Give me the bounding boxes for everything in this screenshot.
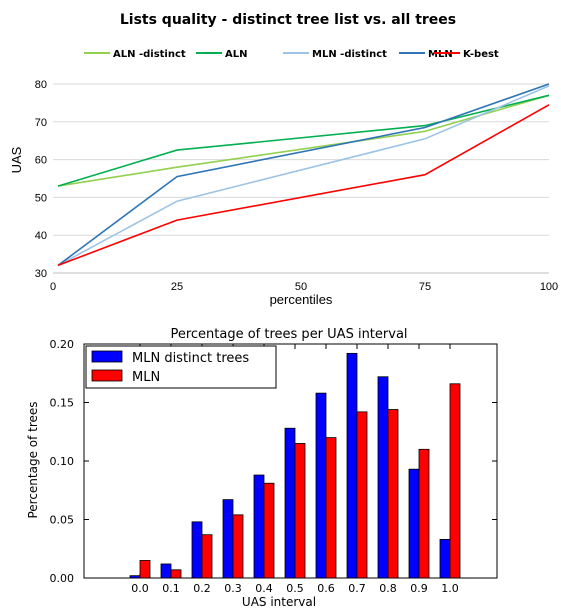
bar-mln-0.3	[232, 514, 244, 579]
x-tick-label: 0.1	[162, 582, 180, 595]
bar-chart-xlabel: UAS interval	[242, 595, 316, 609]
series-line-5	[57, 104, 550, 267]
bar-mln-1.0	[449, 383, 461, 579]
bar-chart: Percentage of trees per UAS interval 0.0…	[26, 327, 498, 609]
x-tick-label: 0.0	[131, 582, 149, 595]
bar-mln-distinct-0.9	[408, 468, 420, 579]
bar-mln-0.4	[263, 482, 275, 579]
bar-mln-0.6	[325, 437, 337, 579]
bar-mln-0.0	[139, 560, 151, 579]
y-tick-label: 30	[35, 268, 47, 280]
y-tick-label: 0.05	[50, 514, 75, 527]
bar-mln-distinct-0.6	[315, 392, 327, 579]
bar-mln-distinct-0.3	[222, 499, 234, 579]
y-tick-label: 0.10	[50, 455, 75, 468]
x-tick-label: 0.8	[379, 582, 397, 595]
bar-chart-ylabel: Percentage of trees	[26, 401, 40, 518]
bar-mln-distinct-0.2	[191, 521, 203, 579]
legend-swatch	[91, 350, 123, 363]
bar-mln-0.8	[387, 409, 399, 579]
bar-mln-distinct-0.5	[284, 427, 296, 579]
legend-label: MLN distinct trees	[132, 351, 249, 366]
legend-label: K-best	[463, 49, 499, 60]
bar-chart-legend: MLN distinct trees MLN	[85, 345, 277, 389]
legend-label: MLN	[428, 49, 453, 60]
x-tick-label: 0.9	[410, 582, 428, 595]
legend-label: MLN -distinct	[312, 49, 387, 60]
line-chart: Lists quality - distinct tree list vs. a…	[9, 12, 558, 307]
y-tick-label: 50	[35, 192, 47, 204]
y-tick-label: 60	[35, 155, 47, 167]
line-chart-axes: 30 40 50 60 70 80 0 25 50 75 100	[35, 79, 558, 293]
y-tick-label: 40	[35, 230, 47, 242]
bar-mln-distinct-0.4	[253, 474, 265, 579]
legend-label: MLN	[132, 370, 160, 385]
x-tick-label: 0.2	[193, 582, 211, 595]
x-tick-label: 75	[419, 281, 431, 293]
x-tick-label: 100	[540, 281, 558, 293]
bar-mln-0.2	[201, 534, 213, 579]
x-tick-label: 25	[171, 281, 183, 293]
y-tick-label: 0.20	[50, 338, 75, 351]
bar-mln-distinct-0.7	[346, 352, 358, 579]
bar-mln-distinct-1.0	[439, 538, 451, 579]
bar-mln-0.9	[418, 448, 430, 579]
series-line-2	[57, 94, 550, 187]
bar-mln-distinct-0.0	[129, 575, 141, 579]
line-chart-xlabel: percentiles	[270, 292, 333, 307]
legend-swatch	[91, 369, 123, 382]
x-tick-label: 0.7	[348, 582, 366, 595]
line-chart-grid	[53, 83, 549, 236]
line-chart-ylabel: UAS	[9, 146, 24, 173]
y-tick-label: 70	[35, 117, 47, 129]
x-tick-label: 1.0	[441, 582, 459, 595]
bar-mln-distinct-0.8	[377, 376, 389, 579]
bar-mln-0.1	[170, 569, 182, 579]
series-line-3	[57, 85, 550, 267]
x-tick-label: 50	[295, 281, 307, 293]
bar-chart-bars	[129, 352, 461, 579]
x-tick-label: 0	[50, 281, 56, 293]
line-chart-series	[57, 83, 550, 267]
y-tick-label: 0.00	[50, 572, 75, 585]
bar-chart-title: Percentage of trees per UAS interval	[170, 327, 407, 342]
bar-mln-0.5	[294, 443, 306, 579]
x-tick-label: 0.4	[255, 582, 273, 595]
x-tick-label: 0.5	[286, 582, 304, 595]
legend-label: ALN	[225, 49, 247, 60]
bar-chart-axes: 0.00 0.05 0.10 0.15 0.20 0.0 0.1 0.2 0.3 0.4 0.5 0.…	[50, 338, 498, 595]
bar-mln-distinct-0.1	[160, 563, 172, 579]
line-chart-title: Lists quality - distinct tree list vs. a…	[120, 12, 456, 28]
series-line-4	[57, 83, 550, 267]
bar-mln-0.7	[356, 411, 368, 579]
x-tick-label: 0.3	[224, 582, 242, 595]
line-chart-legend: ALN -distinct ALN MLN -distinct MLN K-best	[84, 49, 499, 60]
series-line-1	[57, 94, 550, 187]
legend-label: ALN -distinct	[113, 49, 186, 60]
y-tick-label: 80	[35, 79, 47, 91]
x-tick-label: 0.6	[317, 582, 335, 595]
y-tick-label: 0.15	[50, 397, 75, 410]
